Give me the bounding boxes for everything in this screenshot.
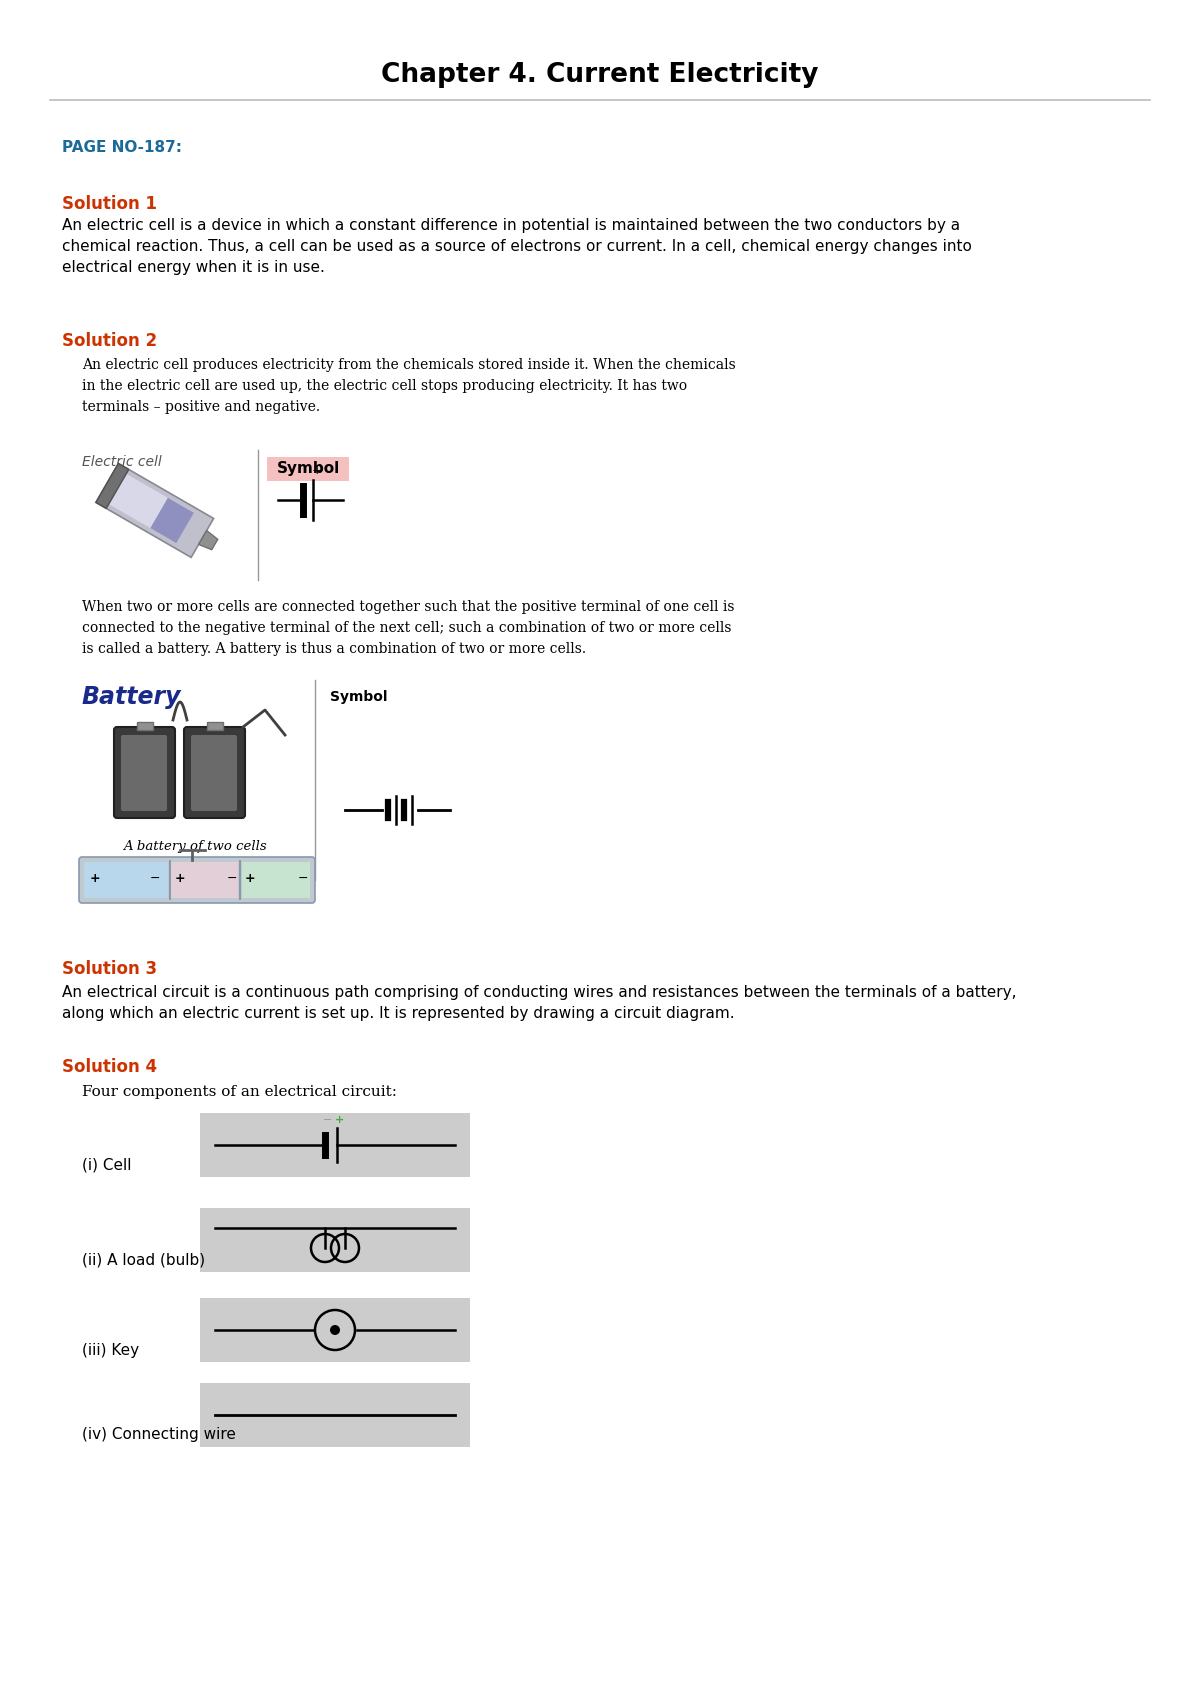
Bar bbox=[239, 860, 241, 899]
Text: −: − bbox=[298, 872, 308, 884]
Text: Symbol: Symbol bbox=[330, 691, 388, 704]
Circle shape bbox=[314, 1310, 355, 1351]
Bar bbox=[200, 1208, 470, 1273]
Text: Chapter 4. Current Electricity: Chapter 4. Current Electricity bbox=[382, 63, 818, 88]
Polygon shape bbox=[150, 497, 194, 543]
Text: Solution 3: Solution 3 bbox=[62, 961, 157, 977]
FancyBboxPatch shape bbox=[121, 735, 167, 811]
Bar bbox=[84, 862, 168, 898]
Text: Solution 2: Solution 2 bbox=[62, 333, 157, 350]
Polygon shape bbox=[199, 531, 217, 550]
Text: −: − bbox=[150, 872, 161, 884]
Bar bbox=[200, 1113, 470, 1178]
Bar bbox=[208, 721, 223, 730]
Text: PAGE NO-187:: PAGE NO-187: bbox=[62, 139, 182, 154]
Polygon shape bbox=[96, 463, 128, 509]
Bar bbox=[169, 860, 172, 899]
FancyBboxPatch shape bbox=[191, 735, 238, 811]
FancyBboxPatch shape bbox=[114, 726, 175, 818]
FancyBboxPatch shape bbox=[184, 726, 245, 818]
Text: Solution 1: Solution 1 bbox=[62, 195, 157, 214]
Circle shape bbox=[330, 1325, 340, 1336]
Text: (iii) Key: (iii) Key bbox=[82, 1342, 139, 1358]
Bar bbox=[200, 1298, 470, 1363]
Text: Symbol: Symbol bbox=[276, 462, 340, 477]
Text: (ii) A load (bulb): (ii) A load (bulb) bbox=[82, 1252, 205, 1268]
Polygon shape bbox=[103, 470, 190, 541]
FancyBboxPatch shape bbox=[79, 857, 314, 903]
Text: Four components of an electrical circuit:: Four components of an electrical circuit… bbox=[82, 1084, 397, 1100]
Bar bbox=[242, 862, 310, 898]
Text: +: + bbox=[245, 872, 256, 884]
Text: (iv) Connecting wire: (iv) Connecting wire bbox=[82, 1427, 236, 1442]
Text: An electric cell is a device in which a constant difference in potential is main: An electric cell is a device in which a … bbox=[62, 217, 972, 275]
Text: +: + bbox=[335, 1115, 344, 1125]
Text: A battery of two cells: A battery of two cells bbox=[124, 840, 266, 854]
Text: An electric cell produces electricity from the chemicals stored inside it. When : An electric cell produces electricity fr… bbox=[82, 358, 736, 414]
Text: Solution 4: Solution 4 bbox=[62, 1057, 157, 1076]
Text: When two or more cells are connected together such that the positive terminal of: When two or more cells are connected tog… bbox=[82, 601, 734, 657]
Text: +: + bbox=[312, 463, 323, 477]
Text: +: + bbox=[90, 872, 101, 884]
Text: Electric cell: Electric cell bbox=[82, 455, 162, 468]
Text: −: − bbox=[323, 1115, 332, 1125]
Text: Battery: Battery bbox=[82, 686, 181, 709]
Text: −: − bbox=[227, 872, 238, 884]
Polygon shape bbox=[96, 463, 214, 557]
Text: +: + bbox=[175, 872, 185, 884]
Text: An electrical circuit is a continuous path comprising of conducting wires and re: An electrical circuit is a continuous pa… bbox=[62, 984, 1016, 1022]
FancyBboxPatch shape bbox=[266, 456, 349, 480]
Bar bbox=[172, 862, 238, 898]
Text: (i) Cell: (i) Cell bbox=[82, 1157, 132, 1173]
Bar bbox=[200, 1383, 470, 1448]
Bar bbox=[137, 721, 154, 730]
